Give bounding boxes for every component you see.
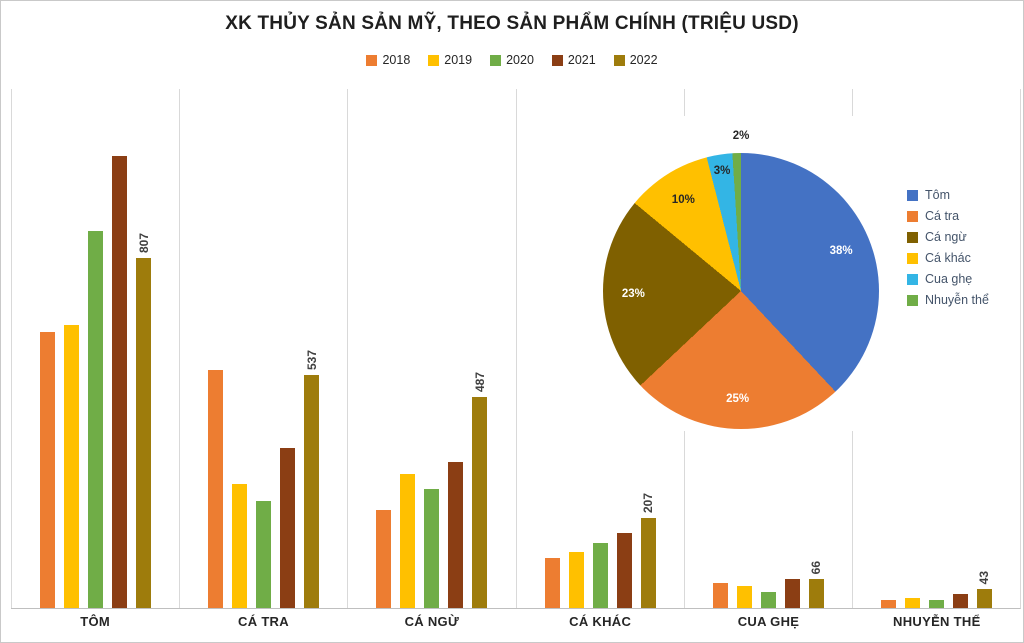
category-group-3: 207 [515,89,684,608]
bar-2019-2 [400,474,416,608]
legend-swatch-2018 [366,54,378,66]
bar-plot-area: 807 537 487 207 66 43 [11,89,1021,609]
bar-2018-2 [376,510,392,608]
bar-value-label-3: 207 [641,492,656,513]
category-group-2: 487 [347,89,515,608]
legend-item-2020: 2020 [490,53,534,67]
legend-label-2018: 2018 [382,53,411,67]
pie-slice-label-Cua ghẹ: 3% [713,165,731,178]
pie-legend-swatch-Nhuyễn thể [907,294,918,306]
bar-2019-0 [64,325,80,608]
bar-2020-4 [760,592,776,608]
bar-2018-3 [544,558,560,608]
bar-value-label-4: 66 [809,560,824,574]
pie-legend-swatch-Cá ngừ [907,231,918,243]
pie-legend-item-Cá tra: Cá tra [907,209,989,223]
axis-label-2: CÁ NGỪ [404,614,460,629]
legend-label-2022: 2022 [629,53,658,67]
legend-label-2019: 2019 [444,53,473,67]
bar-2022-4: 66 [808,561,824,608]
axis-label-5: NHUYỄN THỂ [893,614,981,629]
legend-item-2021: 2021 [551,53,596,67]
bar-2018-1 [208,370,224,608]
pie-slice-label-Cá ngừ: 23% [621,288,645,301]
bar-2020-3 [592,543,608,608]
pie-legend-swatch-Tôm [907,189,918,201]
bar-2018-4 [712,583,728,608]
legend-swatch-2020 [490,54,502,66]
bar-2021-3 [616,533,632,608]
bar-value-label-2: 487 [472,371,487,392]
pie-slice-label-Cá khác: 10% [671,194,695,207]
pie-legend-swatch-Cá tra [907,210,918,222]
bar-2018-5 [880,600,896,608]
category-group-1: 537 [179,89,347,608]
bar-2019-5 [904,598,920,608]
pie-legend-swatch-Cá khác [907,252,918,264]
pie-slice-label-Tôm: 38% [829,245,853,258]
pie-legend-label-Cá tra: Cá tra [925,209,960,223]
bar-2020-0 [88,231,104,608]
category-group-0: 807 [11,89,179,608]
bar-2019-3 [568,552,584,608]
bar-2022-1: 537 [304,350,320,608]
legend-item-2022: 2022 [613,53,658,67]
bar-2019-1 [232,484,248,608]
bar-value-label-0: 807 [136,232,151,253]
bar-2022-5: 43 [976,571,992,608]
bar-chart-legend: 2018 2019 2020 2021 2022 [1,53,1023,67]
axis-label-0: TÔM [80,614,111,629]
pie-legend-label-Tôm: Tôm [925,188,950,202]
bar-2020-1 [256,501,272,608]
pie-legend-label-Cua ghẹ: Cua ghẹ [925,272,973,286]
legend-swatch-2022 [613,54,625,66]
bar-value-label-1: 537 [304,349,319,370]
bar-2021-5 [952,594,968,608]
pie-legend-label-Cá ngừ: Cá ngừ [925,230,967,244]
x-axis-labels: TÔM CÁ TRA CÁ NGỪ CÁ KHÁC CUA GHẸ NHUYỄN THỂ [11,614,1021,629]
bar-2022-2: 487 [472,372,488,608]
pie-legend-swatch-Cua ghẹ [907,273,918,285]
bar-2021-1 [280,448,296,608]
legend-swatch-2019 [428,54,440,66]
pie-slice-label-Nhuyễn thể: 2% [732,130,750,143]
pie-legend-label-Nhuyễn thể: Nhuyễn thể [925,293,989,307]
axis-label-1: CÁ TRA [238,614,289,629]
pie-slice-label-Cá tra: 25% [726,392,750,405]
bar-2021-4 [784,579,800,608]
bar-2020-2 [424,489,440,608]
pie-legend-item-Cá ngừ: Cá ngừ [907,230,989,244]
axis-label-3: CÁ KHÁC [569,614,632,629]
axis-label-4: CUA GHẸ [737,614,800,629]
pie-legend-item-Cá khác: Cá khác [907,251,989,265]
chart-title: XK THỦY SẢN SẢN MỸ, THEO SẢN PHẨM CHÍNH … [225,13,799,34]
legend-item-2018: 2018 [366,53,410,67]
pie-legend-item-Nhuyễn thể: Nhuyễn thể [907,293,989,307]
bar-2018-0 [40,332,56,608]
bar-2021-0 [112,156,128,608]
bar-2022-3: 207 [640,493,656,608]
pie-chart [603,153,879,429]
pie-legend-item-Cua ghẹ: Cua ghẹ [907,272,989,286]
bar-2020-5 [928,600,944,608]
legend-label-2021: 2021 [567,53,596,67]
legend-item-2019: 2019 [428,53,472,67]
bar-2022-0: 807 [136,233,152,608]
pie-legend-label-Cá khác: Cá khác [925,251,971,265]
legend-label-2020: 2020 [506,53,534,67]
bar-2021-2 [448,462,464,608]
legend-swatch-2021 [551,54,563,66]
bar-value-label-5: 43 [977,570,992,584]
pie-chart-legend: Tôm Cá tra Cá ngừ Cá khác Cua ghẹ Nhuyễn thể [907,188,989,307]
bar-2019-4 [736,586,752,608]
pie-legend-item-Tôm: Tôm [907,188,989,202]
pie-chart-panel: Tôm Cá tra Cá ngừ Cá khác Cua ghẹ Nhuyễn thể … [519,116,1013,431]
